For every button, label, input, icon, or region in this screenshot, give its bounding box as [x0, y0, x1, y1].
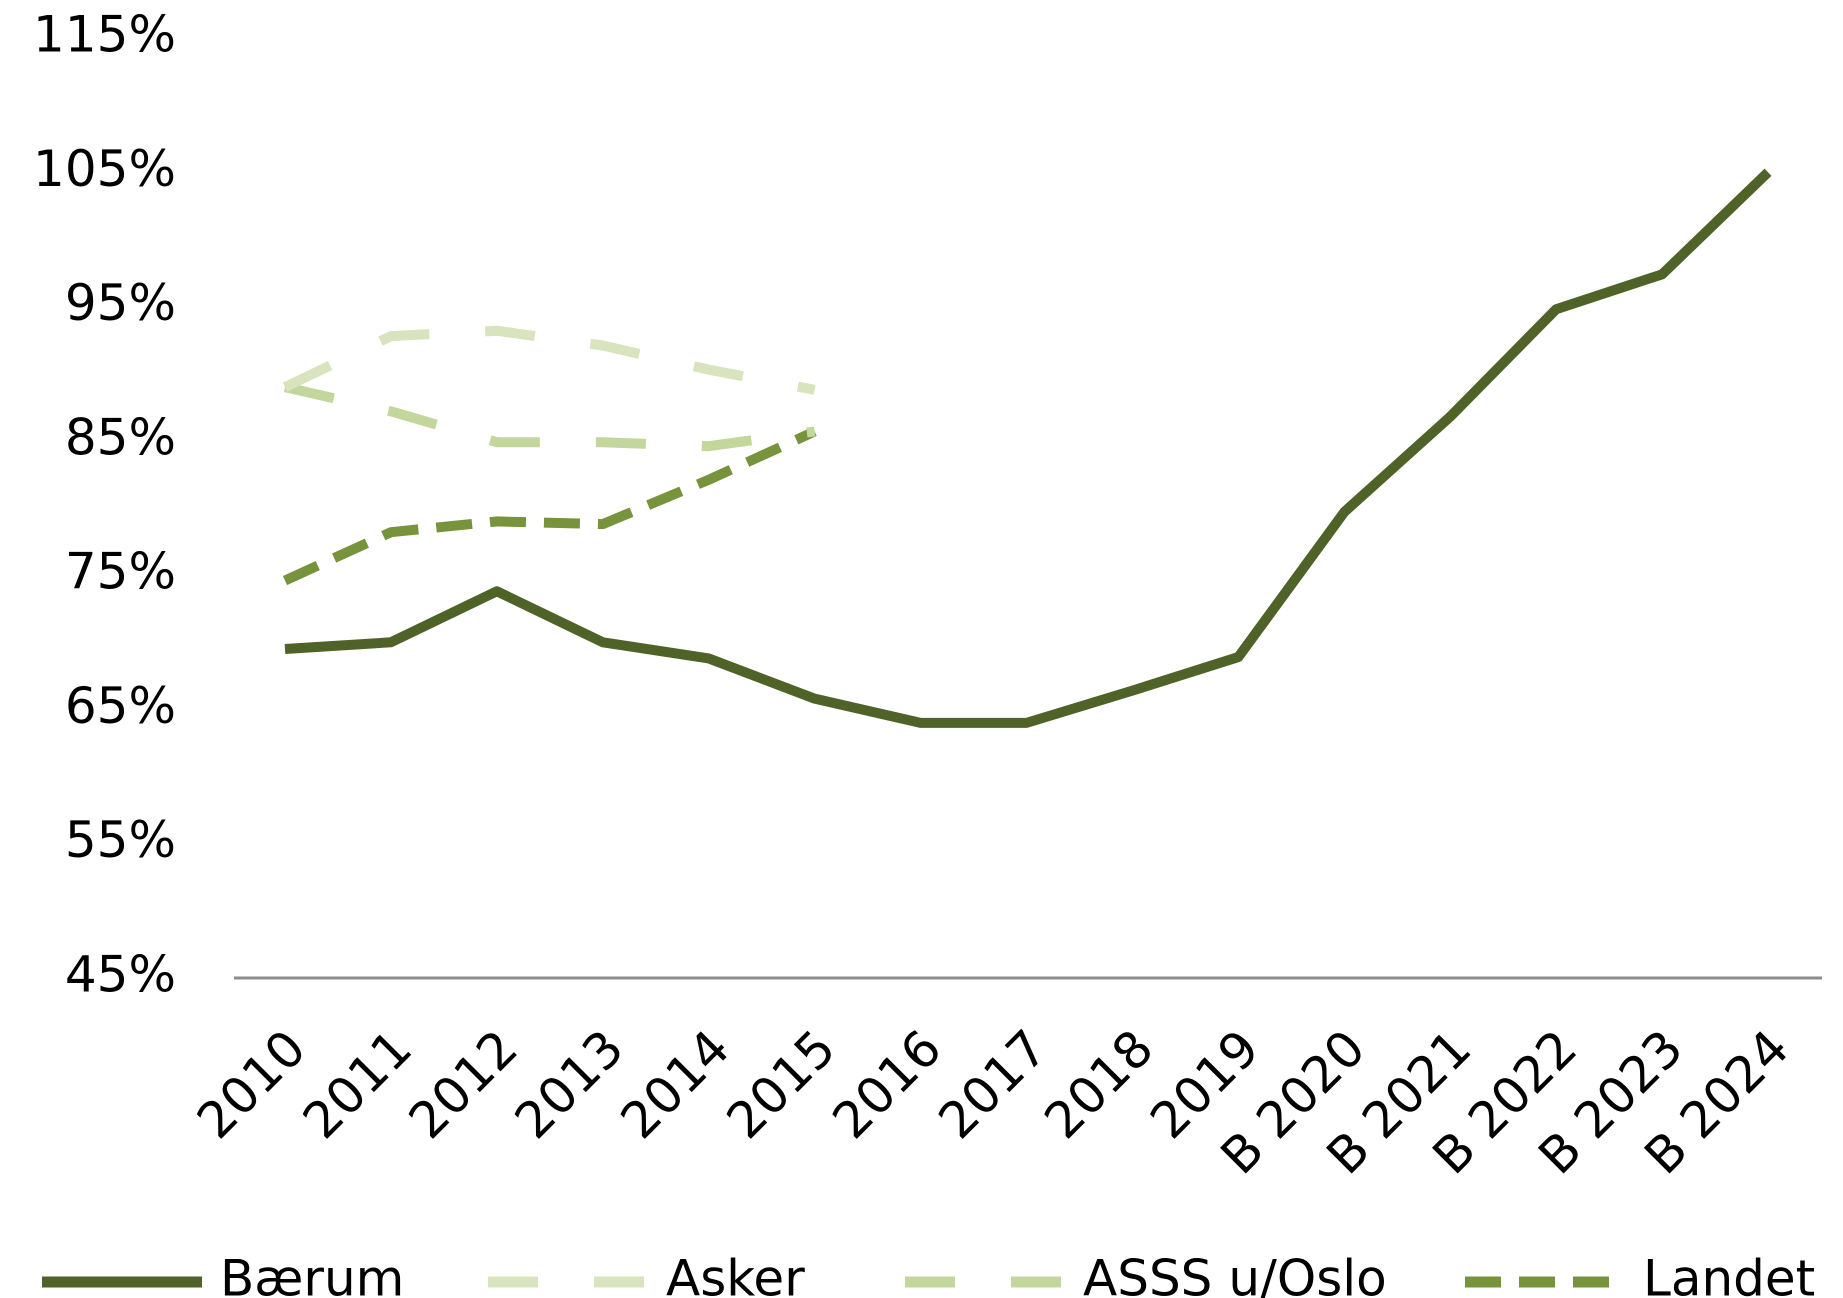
legend-label: Landet	[1643, 1250, 1815, 1298]
y-tick-label: 55%	[65, 811, 176, 869]
series-line	[283, 382, 816, 452]
y-tick-label: 105%	[33, 140, 176, 198]
x-tick-label: 2017	[928, 1019, 1059, 1150]
y-tick-label: 85%	[65, 408, 176, 466]
x-tick-label: 2013	[504, 1019, 635, 1150]
x-tick-label: 2011	[292, 1019, 423, 1150]
y-tick-label: 115%	[33, 6, 176, 64]
legend-label: Asker	[666, 1250, 805, 1298]
x-tick-label: 2010	[186, 1019, 317, 1150]
x-tick-label: 2014	[610, 1019, 741, 1150]
series-line	[284, 168, 1772, 728]
legend-label: Bærum	[220, 1250, 404, 1298]
series-line	[282, 426, 817, 586]
y-tick-label: 65%	[65, 677, 176, 735]
x-tick-label: 2018	[1033, 1019, 1164, 1150]
y-tick-label: 95%	[65, 274, 176, 332]
y-tick-label: 45%	[65, 946, 176, 1004]
y-tick-label: 75%	[65, 543, 176, 601]
x-tick-label: 2016	[822, 1019, 953, 1150]
series-line	[282, 325, 816, 395]
legend-label: ASSS u/Oslo	[1083, 1250, 1387, 1298]
x-tick-label: 2012	[398, 1019, 529, 1150]
x-tick-label: 2015	[716, 1019, 847, 1150]
